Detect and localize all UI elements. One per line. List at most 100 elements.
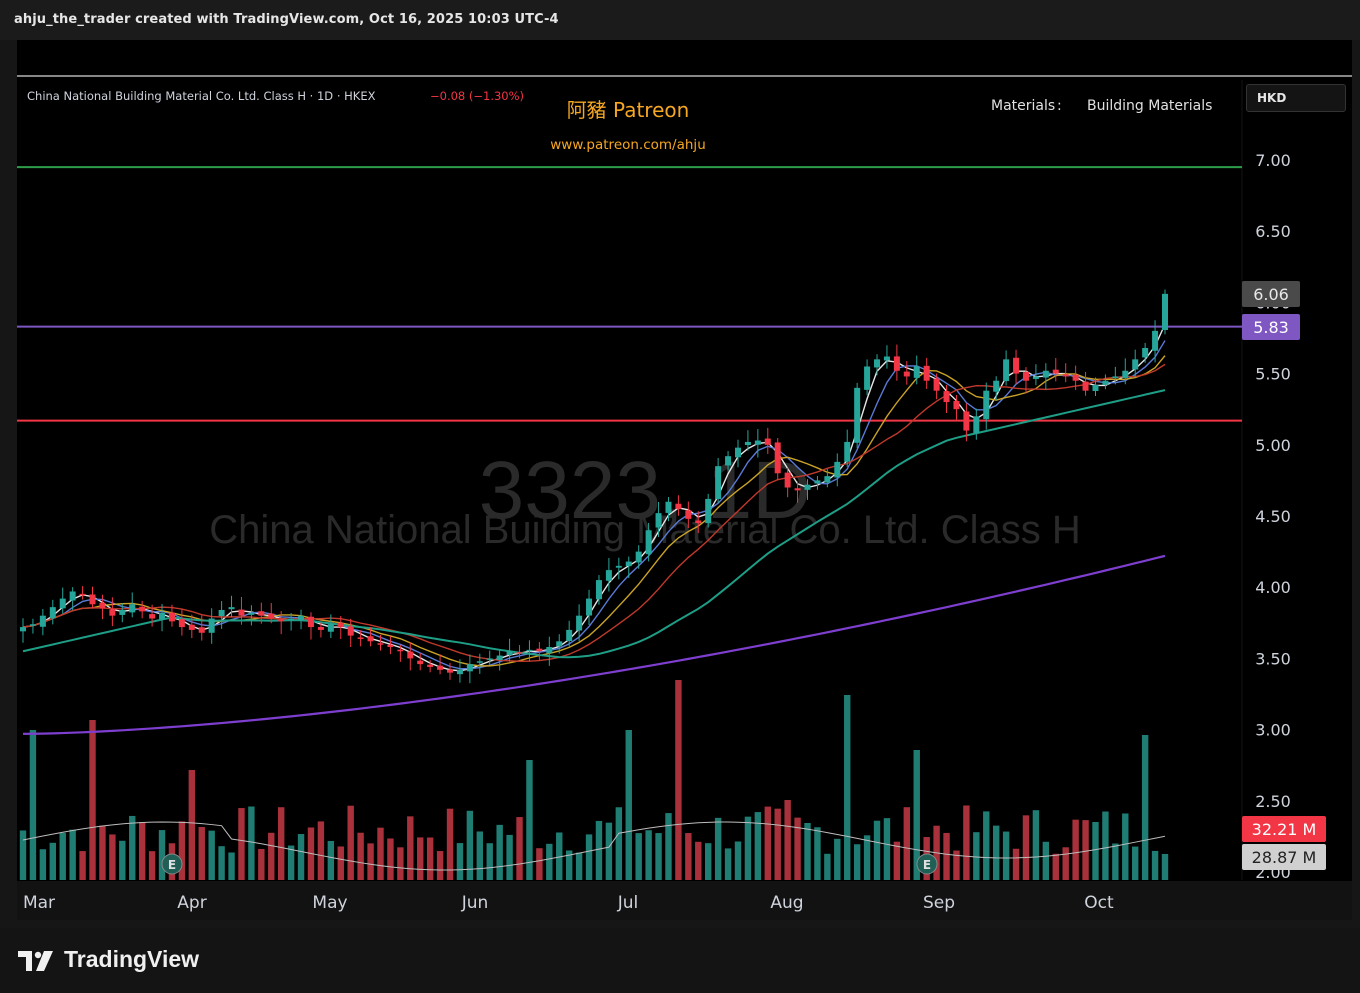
volume-bar	[436, 851, 444, 880]
footer	[0, 928, 1360, 993]
candle	[595, 575, 602, 605]
volume-bar	[198, 826, 205, 880]
currency-selector[interactable]: HKD	[1246, 84, 1346, 112]
candle	[526, 640, 533, 662]
candle-body	[149, 614, 156, 619]
candle	[804, 479, 811, 500]
candle	[119, 603, 126, 623]
volume-bar	[69, 829, 76, 880]
volume-bar	[277, 807, 285, 880]
candle	[188, 614, 195, 639]
candle	[695, 511, 702, 534]
candle	[1152, 320, 1159, 363]
candle-body	[1142, 347, 1149, 358]
header-bar	[0, 0, 1360, 40]
candle-body	[248, 612, 255, 615]
volume-bar	[138, 822, 146, 880]
volume-bar	[526, 760, 533, 880]
candle-body	[595, 580, 602, 600]
volume-bar	[109, 834, 116, 880]
legend-change: −0.08 (−1.30%)	[430, 89, 524, 103]
volume-bar	[367, 843, 374, 880]
volume-bar	[873, 820, 881, 880]
candle	[546, 636, 553, 666]
volume-bar	[1002, 831, 1010, 880]
volume-bar	[714, 817, 722, 880]
volume-bar	[119, 840, 126, 880]
price-tick-label: 5.00	[1255, 436, 1291, 455]
candle	[39, 609, 46, 636]
volume-bar	[913, 750, 920, 880]
svg-text:6.06: 6.06	[1253, 285, 1289, 304]
volume-bar	[268, 832, 275, 880]
volume-bar	[824, 853, 831, 880]
time-tick-label: Mar	[23, 893, 55, 913]
volume-bar	[397, 847, 404, 880]
candle	[357, 630, 364, 647]
candle-body	[1052, 369, 1059, 374]
candle	[645, 522, 652, 562]
candle-body	[864, 366, 871, 390]
volume-bar	[99, 825, 106, 880]
patreon-title: 阿豬 Patreon	[567, 98, 690, 122]
candle-body	[973, 416, 980, 434]
candle	[496, 650, 503, 671]
candle	[675, 495, 682, 516]
earnings-marker-icon[interactable]: E	[161, 853, 183, 875]
price-chart[interactable]: 3323, 1D China National Building Materia…	[17, 40, 1352, 920]
chart-panel[interactable]: 3323, 1D China National Building Materia…	[17, 40, 1352, 920]
candle	[149, 604, 156, 627]
price-tick-label: 5.50	[1255, 365, 1291, 384]
price-tick-label: 4.50	[1255, 507, 1291, 526]
svg-text:28.87 M: 28.87 M	[1252, 848, 1317, 867]
volume-bar	[595, 820, 603, 880]
volume-bar	[724, 848, 732, 880]
candle-body	[814, 480, 821, 484]
volume-bar	[973, 832, 980, 880]
candle-body	[943, 391, 950, 403]
volume-bar	[188, 770, 196, 880]
candle	[20, 618, 26, 643]
candle-body	[794, 488, 801, 491]
candle	[1022, 367, 1029, 394]
candle	[129, 592, 136, 618]
candle-body	[188, 624, 195, 630]
candle-body	[993, 380, 1000, 392]
time-tick-label: Jun	[461, 893, 489, 913]
candle	[307, 612, 314, 640]
horizontal-lines	[17, 166, 1242, 422]
candle	[754, 429, 761, 458]
volume-bar	[893, 841, 901, 880]
candle	[218, 601, 225, 629]
candle-body	[1062, 374, 1069, 377]
volume-bar	[695, 841, 702, 880]
candle-body	[476, 661, 483, 663]
candle	[933, 373, 940, 400]
candle-body	[496, 655, 503, 661]
candle-body	[427, 664, 434, 667]
volume-bar	[734, 841, 742, 880]
volume-bar	[377, 827, 384, 880]
volume-bar	[853, 844, 861, 880]
volume-bar	[466, 810, 474, 880]
candle-body	[307, 616, 314, 628]
candle-body	[546, 647, 553, 654]
candle	[139, 600, 146, 619]
horizontal-line-tag: 5.83	[1242, 314, 1300, 340]
candle-body	[337, 622, 344, 628]
price-tick-label: 7.00	[1255, 151, 1291, 170]
sector-label: Materials	[991, 98, 1055, 114]
candle	[923, 357, 930, 389]
price-axis[interactable]: 7.006.506.005.505.004.504.003.503.002.50…	[1255, 151, 1291, 882]
candle-body	[754, 440, 761, 445]
candle-body	[119, 609, 126, 615]
earnings-marker-icon[interactable]: E	[916, 853, 938, 875]
candle-body	[1042, 370, 1049, 378]
time-axis[interactable]: Mar Apr May Jun Jul Aug Sep Oct	[17, 881, 1352, 920]
svg-text:32.21 M: 32.21 M	[1252, 820, 1317, 839]
volume-bar	[754, 812, 762, 880]
candle-body	[705, 498, 712, 524]
watermark-name: China National Building Material Co. Ltd…	[209, 508, 1081, 552]
candle-body	[1082, 381, 1089, 391]
candle-body	[407, 651, 414, 659]
